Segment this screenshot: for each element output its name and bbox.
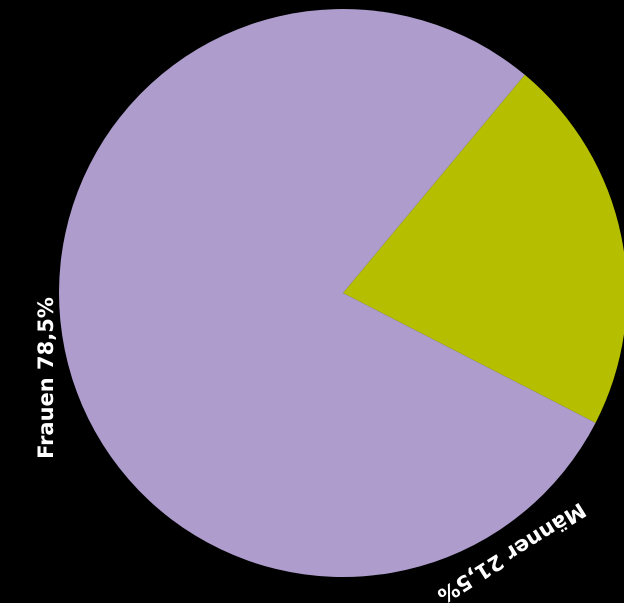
pie-slice-frauen (58, 9, 596, 578)
pie-slices (58, 9, 624, 578)
slice-label-frauen: Frauen 78,5% (34, 297, 58, 459)
pie-slice-maenner (343, 74, 624, 423)
